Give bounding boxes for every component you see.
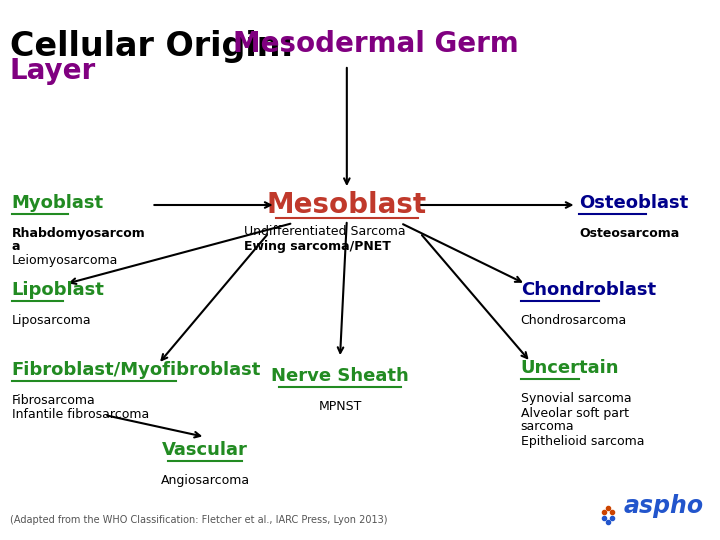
Text: Mesoblast: Mesoblast xyxy=(267,191,427,219)
Text: Alveolar soft part: Alveolar soft part xyxy=(521,407,629,420)
Text: Undifferentiated Sarcoma: Undifferentiated Sarcoma xyxy=(244,225,406,238)
Text: Angiosarcoma: Angiosarcoma xyxy=(161,474,250,487)
Text: a: a xyxy=(12,240,20,253)
Text: Lipoblast: Lipoblast xyxy=(12,281,104,299)
Text: Liposarcoma: Liposarcoma xyxy=(12,314,91,327)
Text: Synovial sarcoma: Synovial sarcoma xyxy=(521,392,631,405)
Text: Rhabdomyosarcom: Rhabdomyosarcom xyxy=(12,227,145,240)
Text: Osteosarcoma: Osteosarcoma xyxy=(580,227,680,240)
Text: Osteoblast: Osteoblast xyxy=(580,194,688,212)
Text: (Adapted from the WHO Classification: Fletcher et al., IARC Press, Lyon 2013): (Adapted from the WHO Classification: Fl… xyxy=(10,515,387,525)
Text: Myoblast: Myoblast xyxy=(12,194,104,212)
Text: Nerve Sheath: Nerve Sheath xyxy=(271,367,409,385)
Text: sarcoma: sarcoma xyxy=(521,420,575,433)
Text: Layer: Layer xyxy=(10,57,96,85)
Text: Leiomyosarcoma: Leiomyosarcoma xyxy=(12,254,118,267)
Text: MPNST: MPNST xyxy=(318,400,361,413)
Text: Uncertain: Uncertain xyxy=(521,359,619,377)
Text: Fibrosarcoma: Fibrosarcoma xyxy=(12,394,96,407)
Text: Chondrosarcoma: Chondrosarcoma xyxy=(521,314,627,327)
Text: Fibroblast/Myofibroblast: Fibroblast/Myofibroblast xyxy=(12,361,261,379)
Text: Epithelioid sarcoma: Epithelioid sarcoma xyxy=(521,435,644,448)
Text: Cellular Origin:: Cellular Origin: xyxy=(10,30,294,63)
Text: Vascular: Vascular xyxy=(162,441,248,459)
Text: Infantile fibrosarcoma: Infantile fibrosarcoma xyxy=(12,408,149,421)
Text: Mesodermal Germ: Mesodermal Germ xyxy=(233,30,518,58)
Text: aspho: aspho xyxy=(624,494,703,518)
Text: Chondroblast: Chondroblast xyxy=(521,281,656,299)
Text: Ewing sarcoma/PNET: Ewing sarcoma/PNET xyxy=(244,240,391,253)
